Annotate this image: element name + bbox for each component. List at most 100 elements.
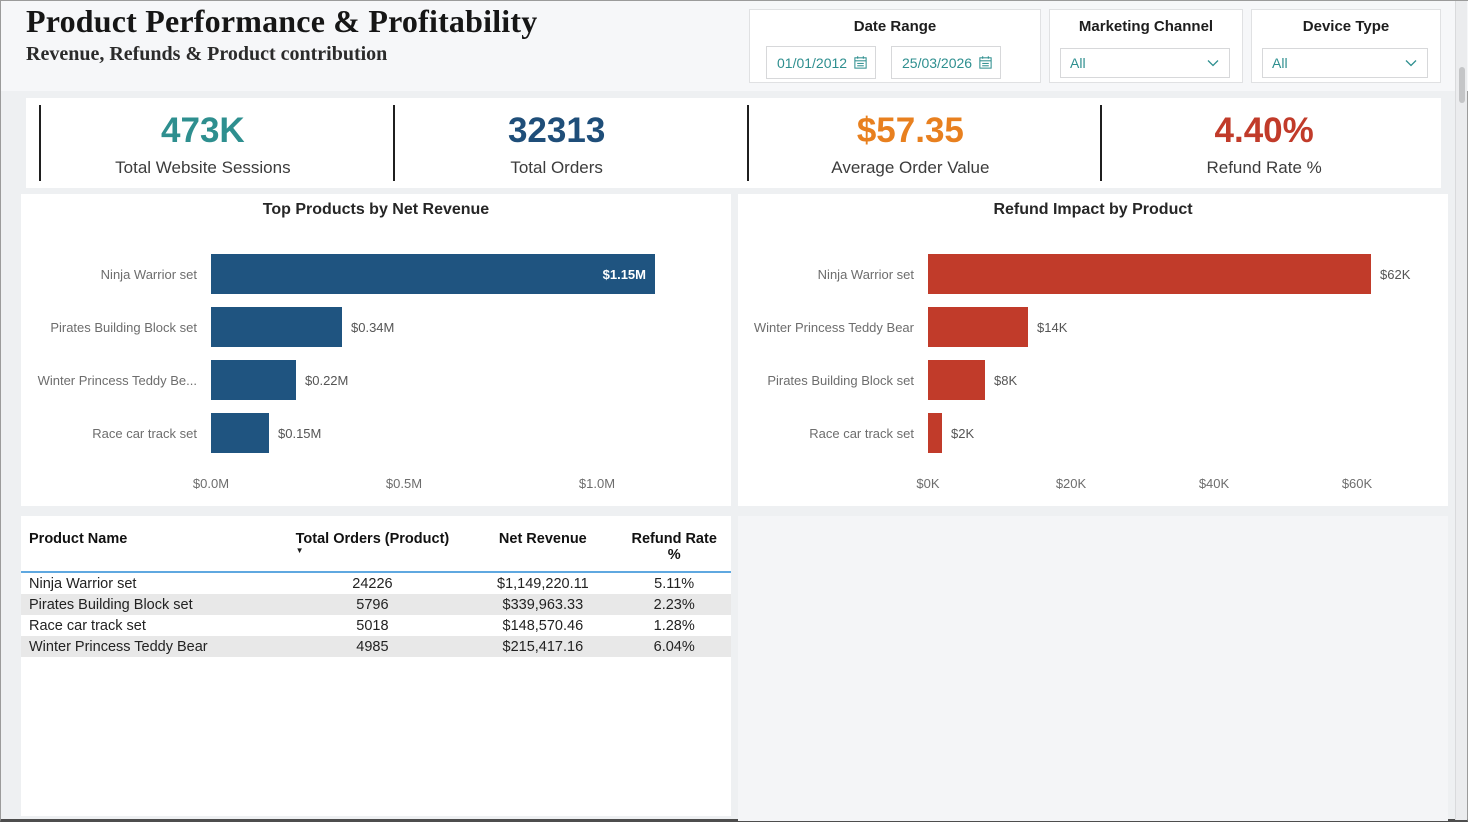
bar-track: $62K [928,254,1446,294]
table-cell[interactable]: Pirates Building Block set [21,594,277,615]
bar[interactable] [928,307,1028,347]
device-type-filter: Device Type All [1251,9,1441,83]
kpi-value: 4.40% [1214,111,1314,150]
device-type-dropdown[interactable]: All [1262,48,1428,78]
kpi-card: 4.40% Refund Rate % [1087,98,1441,188]
marketing-channel-filter: Marketing Channel All [1049,9,1243,83]
scrollbar-track[interactable] [1455,1,1467,820]
table-row[interactable]: Pirates Building Block set 5796 $339,963.3… [21,594,731,615]
bar-value-label: $0.34M [351,319,395,335]
marketing-channel-dropdown[interactable]: All [1060,48,1230,78]
sort-desc-icon: ▼ [295,546,304,555]
bar[interactable] [211,307,342,347]
bar-category-label: Pirates Building Block set [767,372,914,388]
table-cell[interactable]: Ninja Warrior set [29,575,137,592]
column-header[interactable]: Total Orders (Product) ▼ [276,526,469,573]
date-end-input[interactable]: 25/03/2026 [891,46,1001,79]
x-axis-tick-label: $40K [1198,476,1230,491]
table-header-row: Product Name Total Orders (Product) ▼ Net R… [21,526,731,573]
column-header[interactable]: Refund Rate % [617,526,731,573]
x-axis-tick-label: $20K [1055,476,1087,491]
bar-track: $0.22M [211,360,729,400]
bar-row: Pirates Building Block set $8K [738,360,1448,400]
bar-row: Race car track set $2K [738,413,1448,453]
kpi-value: 473K [161,111,245,150]
bar-track: $0.34M [211,307,729,347]
table-cell[interactable]: 1.28% [653,617,695,634]
kpi-value: $57.35 [856,111,964,150]
kpi-label: Total Website Sessions [115,158,291,177]
page-subtitle: Revenue, Refunds & Product contribution [26,43,388,65]
table-cell[interactable]: 5.11% [654,575,695,592]
bar-value-label: $8K [994,372,1018,388]
bar[interactable] [928,254,1371,294]
kpi-band: 473K Total Website Sessions 32313 Total Ord… [26,98,1441,188]
chart-title: Top Products by Net Revenue [262,201,490,218]
column-header[interactable]: Net Revenue [468,526,618,573]
device-type-label: Device Type [1302,18,1390,35]
empty-panel [738,516,1448,821]
calendar-icon[interactable] [978,55,993,70]
bar-track: $2K [928,413,1446,453]
chart-body: Ninja Warrior set $62K Winter Princess Ted… [738,194,1448,506]
table-cell[interactable]: $339,963.33 [468,594,618,615]
x-axis-tick-label: $1.0M [578,476,616,491]
bar[interactable] [928,413,942,453]
bar-row: Winter Princess Teddy Bear $14K [738,307,1448,347]
bar[interactable] [211,413,269,453]
bar[interactable]: $1.15M [211,254,655,294]
bar-value-label: $1.15M [602,266,646,282]
bar-track: $8K [928,360,1446,400]
table-cell[interactable]: 24226 [352,575,393,592]
table-cell[interactable]: $215,417.16 [468,636,618,657]
chevron-down-icon [1403,55,1419,71]
kpi-card: $57.35 Average Order Value [734,98,1088,188]
kpi-label: Average Order Value [831,158,990,177]
bar-row: Winter Princess Teddy Be... $0.22M [21,360,731,400]
column-header-label: Total Orders (Product) [295,531,450,547]
table-cell[interactable]: 5018 [356,617,389,634]
table-cell[interactable]: 2.23% [617,594,731,615]
table-cell[interactable]: Race car track set [29,617,146,634]
table-row[interactable]: Ninja Warrior set 24226 $1,149,220.11 5.11% [21,572,731,594]
date-range-label: Date Range [853,18,937,35]
table-cell[interactable]: 4985 [276,636,469,657]
bar[interactable] [928,360,985,400]
table-cell[interactable]: Winter Princess Teddy Bear [21,636,277,657]
date-start-input[interactable]: 01/01/2012 [766,46,876,79]
bar[interactable] [211,360,296,400]
table-cell[interactable]: 6.04% [617,636,731,657]
x-axis-tick-label: $60K [1341,476,1373,491]
chart-body: Ninja Warrior set $1.15M Pirates Building … [21,194,731,506]
marketing-channel-value: All [1070,55,1086,71]
kpi-label: Total Orders [510,158,603,177]
bar-track: $0.15M [211,413,729,453]
bar-value-label: $0.15M [278,425,322,441]
bar-row: Race car track set $0.15M [21,413,731,453]
chart-net-revenue: Top Products by Net Revenue Ninja Warrio… [21,194,731,506]
bar-row: Ninja Warrior set $1.15M [21,254,731,294]
bar-row: Ninja Warrior set $62K [738,254,1448,294]
bar-value-label: $14K [1037,319,1068,335]
bar-category-label: Race car track set [809,425,914,441]
column-header-label: Product Name [29,531,128,547]
bar-value-label: $2K [951,425,975,441]
column-header[interactable]: Product Name [21,526,277,573]
table-cell[interactable]: 5796 [276,594,469,615]
bar-category-label: Ninja Warrior set [817,266,914,282]
table-row[interactable]: Race car track set 5018 $148,570.46 1.28% [21,615,731,636]
bar-category-label: Winter Princess Teddy Bear [753,319,914,335]
device-type-value: All [1272,55,1288,71]
chevron-down-icon [1205,55,1221,71]
date-end-value: 25/03/2026 [902,54,973,71]
kpi-label: Refund Rate % [1206,158,1322,177]
table-row[interactable]: Winter Princess Teddy Bear 4985 $215,417.1… [21,636,731,657]
bar-track: $14K [928,307,1446,347]
date-start-value: 01/01/2012 [777,54,848,71]
bar-category-label: Winter Princess Teddy Be... [37,372,197,388]
table-cell[interactable]: $1,149,220.11 [497,575,589,592]
table-cell[interactable]: $148,570.46 [502,617,584,634]
marketing-channel-label: Marketing Channel [1078,18,1214,35]
scrollbar-thumb[interactable] [1459,67,1465,103]
calendar-icon[interactable] [853,55,868,70]
